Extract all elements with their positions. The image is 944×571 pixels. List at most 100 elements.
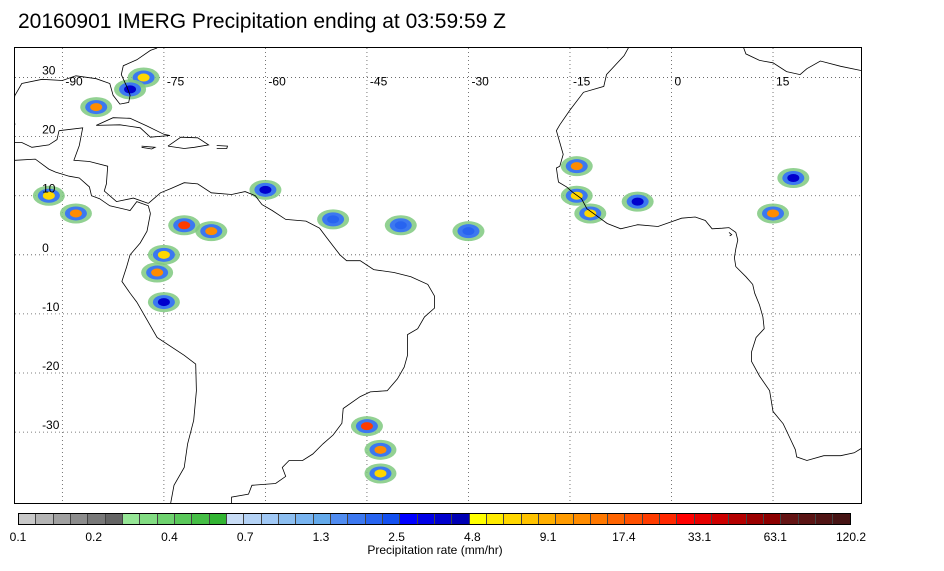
coastline bbox=[121, 213, 197, 503]
colorbar-tick-label: 0.1 bbox=[9, 530, 27, 544]
coastline bbox=[743, 48, 861, 76]
precip-cell bbox=[151, 268, 164, 277]
colorbar-swatch bbox=[538, 514, 557, 524]
precip-cell bbox=[570, 162, 583, 171]
precip-cell bbox=[69, 209, 82, 218]
colorbar-tick-label: 9.1 bbox=[539, 530, 557, 544]
colorbar-swatch bbox=[157, 514, 175, 524]
colorbar-swatch bbox=[296, 514, 314, 524]
coastline bbox=[167, 136, 210, 149]
latitude-label: 30 bbox=[42, 64, 56, 78]
precip-cell bbox=[205, 227, 218, 236]
colorbar-swatch bbox=[226, 514, 245, 524]
longitude-label: -45 bbox=[370, 75, 388, 89]
coastline bbox=[148, 182, 435, 503]
coastline bbox=[728, 232, 733, 237]
latitude-label: -20 bbox=[42, 359, 60, 373]
longitude-label: -15 bbox=[573, 75, 591, 89]
colorbar-swatch bbox=[781, 514, 799, 524]
colorbar-swatch bbox=[642, 514, 661, 524]
precip-cell bbox=[374, 469, 387, 478]
latitude-label: 10 bbox=[42, 182, 56, 196]
precip-cell bbox=[157, 298, 170, 307]
colorbar-swatch bbox=[348, 514, 366, 524]
colorbar-swatch bbox=[486, 514, 505, 524]
colorbar-swatch bbox=[434, 514, 453, 524]
colorbar-swatch bbox=[278, 514, 297, 524]
colorbar-swatch bbox=[261, 514, 279, 524]
colorbar-swatch bbox=[660, 514, 678, 524]
colorbar-swatch bbox=[556, 514, 574, 524]
precip-cell bbox=[178, 221, 191, 230]
precip-cell bbox=[157, 250, 170, 259]
longitude-label: -60 bbox=[268, 75, 286, 89]
colorbar-swatch bbox=[452, 514, 470, 524]
coastline bbox=[96, 117, 171, 138]
colorbar-swatch bbox=[192, 514, 210, 524]
colorbar-swatch bbox=[504, 514, 522, 524]
longitude-label: -75 bbox=[167, 75, 185, 89]
colorbar-tick-label: 0.2 bbox=[85, 530, 103, 544]
colorbar-swatch bbox=[590, 514, 609, 524]
colorbar-swatch bbox=[365, 514, 383, 524]
precip-cell bbox=[360, 422, 373, 431]
colorbar-swatch bbox=[746, 514, 765, 524]
colorbar-units-label: Precipitation rate (mm/hr) bbox=[367, 543, 503, 557]
colorbar-swatch bbox=[608, 514, 626, 524]
longitude-label: -30 bbox=[471, 75, 489, 89]
colorbar-tick-label: 17.4 bbox=[612, 530, 636, 544]
colorbar-tick-label: 63.1 bbox=[763, 530, 787, 544]
colorbar-swatch bbox=[469, 514, 487, 524]
precip-cell bbox=[327, 215, 340, 224]
colorbar-swatch bbox=[712, 514, 730, 524]
longitude-label: 15 bbox=[776, 75, 790, 89]
precipitation-field bbox=[32, 67, 810, 484]
precip-cell bbox=[462, 227, 475, 236]
colorbar-swatch bbox=[573, 514, 591, 524]
precip-colorbar bbox=[18, 513, 851, 525]
precip-cell bbox=[584, 209, 597, 218]
colorbar-swatch bbox=[382, 514, 401, 524]
colorbar-tick-label: 33.1 bbox=[687, 530, 712, 544]
coastline bbox=[141, 145, 157, 150]
precip-cell bbox=[374, 445, 387, 454]
coastlines bbox=[15, 48, 861, 503]
coastline bbox=[555, 48, 861, 461]
precip-cell bbox=[787, 174, 800, 182]
coastline bbox=[15, 130, 60, 148]
colorbar-swatch bbox=[88, 514, 106, 524]
colorbar-swatch bbox=[209, 514, 227, 524]
longitude-label: 0 bbox=[674, 75, 681, 89]
precip-cell bbox=[394, 221, 407, 230]
colorbar-swatch bbox=[677, 514, 695, 524]
map-canvas: -90 -75 -60 -45 -30 -15 0 15 30 20 10 0 -10 -20 -30 bbox=[15, 48, 861, 503]
precip-cell bbox=[137, 73, 150, 82]
colorbar-swatch bbox=[174, 514, 193, 524]
coastline bbox=[15, 158, 151, 214]
colorbar-swatch bbox=[400, 514, 418, 524]
coastline bbox=[216, 145, 229, 149]
colorbar-swatch bbox=[729, 514, 747, 524]
latitude-label: -30 bbox=[42, 418, 60, 432]
precip-cell bbox=[42, 191, 55, 200]
precip-cell bbox=[767, 209, 780, 218]
latitude-label: 20 bbox=[42, 123, 56, 137]
colorbar-tick-label: 120.2 bbox=[835, 530, 867, 544]
colorbar-swatch bbox=[694, 514, 713, 524]
colorbar-swatch bbox=[330, 514, 349, 524]
colorbar-tick-label: 1.3 bbox=[312, 530, 330, 544]
precip-cell bbox=[124, 85, 137, 94]
latitude-label: 0 bbox=[42, 241, 49, 255]
map-title: 20160901 IMERG Precipitation ending at 0… bbox=[18, 10, 506, 33]
colorbar-swatch bbox=[19, 514, 37, 524]
precip-cell bbox=[90, 103, 103, 112]
precip-cell bbox=[631, 197, 644, 206]
colorbar-swatch bbox=[122, 514, 141, 524]
longitude-label: -90 bbox=[65, 75, 83, 89]
colorbar-swatch bbox=[140, 514, 158, 524]
latitude-label: -10 bbox=[42, 300, 60, 314]
coastline bbox=[58, 127, 149, 204]
colorbar-swatch bbox=[70, 514, 89, 524]
colorbar-swatch bbox=[764, 514, 782, 524]
colorbar-swatch bbox=[53, 514, 71, 524]
